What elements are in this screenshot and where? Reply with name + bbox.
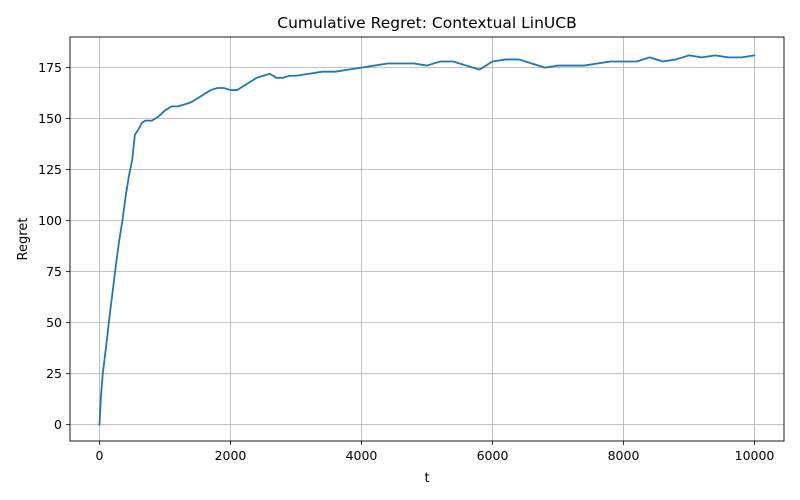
x-tick-label: 0	[96, 448, 104, 463]
plot-frame	[69, 36, 785, 442]
grid	[70, 37, 784, 441]
y-tick-label: 150	[38, 111, 62, 126]
x-tick-label: 6000	[477, 448, 509, 463]
y-tick-label: 75	[46, 264, 62, 279]
x-tick-label: 4000	[346, 448, 378, 463]
chart-title: Cumulative Regret: Contextual LinUCB	[277, 14, 576, 32]
x-tick-label: 8000	[608, 448, 640, 463]
y-axis-label: Regret	[16, 218, 31, 261]
y-tick-label: 50	[46, 315, 62, 330]
x-axis-label: t	[424, 471, 429, 486]
x-tick-label: 2000	[215, 448, 247, 463]
y-tick-label: 0	[54, 417, 62, 432]
y-tick-label: 25	[46, 366, 62, 381]
y-tick-label: 100	[38, 213, 62, 228]
ticks: 0 2000 4000 6000 8000 10000 0 25 50 75 100 125 150 17…	[38, 60, 774, 463]
y-tick-label: 175	[38, 60, 62, 75]
series-layer	[98, 54, 756, 426]
x-tick-label: 10000	[735, 448, 775, 463]
series-line	[98, 54, 756, 426]
y-tick-label: 125	[38, 162, 62, 177]
